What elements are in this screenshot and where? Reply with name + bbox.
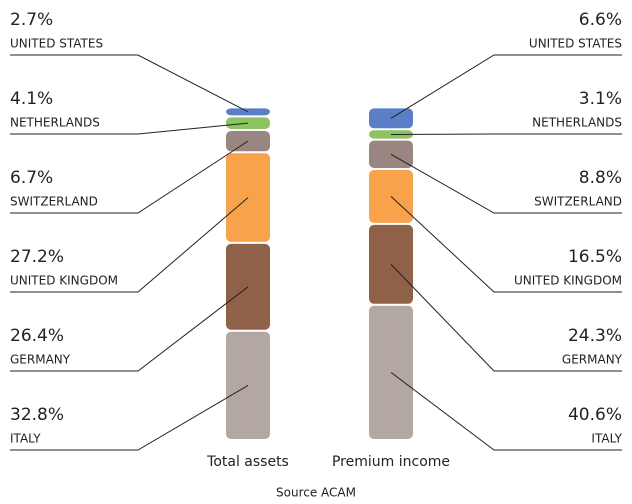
leader-line xyxy=(10,384,249,451)
series-label: SWITZERLAND xyxy=(10,195,98,209)
leader-line xyxy=(390,54,622,119)
series-label: GERMANY xyxy=(10,353,71,367)
leader-line xyxy=(10,54,249,113)
value-label: 6.6% xyxy=(579,10,622,30)
leader-line xyxy=(390,196,622,293)
value-label: 24.3% xyxy=(568,326,622,346)
series-label: UNITED STATES xyxy=(10,37,103,51)
bar-segment xyxy=(369,169,413,223)
bar-segment xyxy=(369,108,413,129)
series-label: GERMANY xyxy=(562,353,623,367)
value-label: 6.7% xyxy=(10,168,53,188)
category-label: Total assets xyxy=(206,454,289,470)
value-label: 27.2% xyxy=(10,247,64,267)
value-label: 3.1% xyxy=(579,89,622,109)
series-label: ITALY xyxy=(10,432,41,446)
series-label: SWITZERLAND xyxy=(534,195,622,209)
value-label: 8.8% xyxy=(579,168,622,188)
series-label: NETHERLANDS xyxy=(532,116,622,130)
value-label: 4.1% xyxy=(10,89,53,109)
category-label: Premium income xyxy=(332,454,450,470)
leader-line xyxy=(10,140,249,214)
value-label: 2.7% xyxy=(10,10,53,30)
series-label: NETHERLANDS xyxy=(10,116,100,130)
bar-segment xyxy=(226,153,270,242)
source: Source ACAM xyxy=(276,486,356,500)
series-label: ITALY xyxy=(591,432,622,446)
series-label: UNITED STATES xyxy=(529,37,622,51)
leader-line xyxy=(390,372,622,451)
leader-line xyxy=(10,197,249,293)
value-label: 16.5% xyxy=(568,247,622,267)
leader-line xyxy=(10,286,249,372)
series-label: UNITED KINGDOM xyxy=(10,274,118,288)
leader-line xyxy=(390,263,622,372)
value-label: 26.4% xyxy=(10,326,64,346)
value-label: 40.6% xyxy=(568,405,622,425)
series-label: UNITED KINGDOM xyxy=(514,274,622,288)
leader-line xyxy=(390,153,622,214)
value-label: 32.8% xyxy=(10,405,64,425)
leader-line xyxy=(10,122,249,135)
